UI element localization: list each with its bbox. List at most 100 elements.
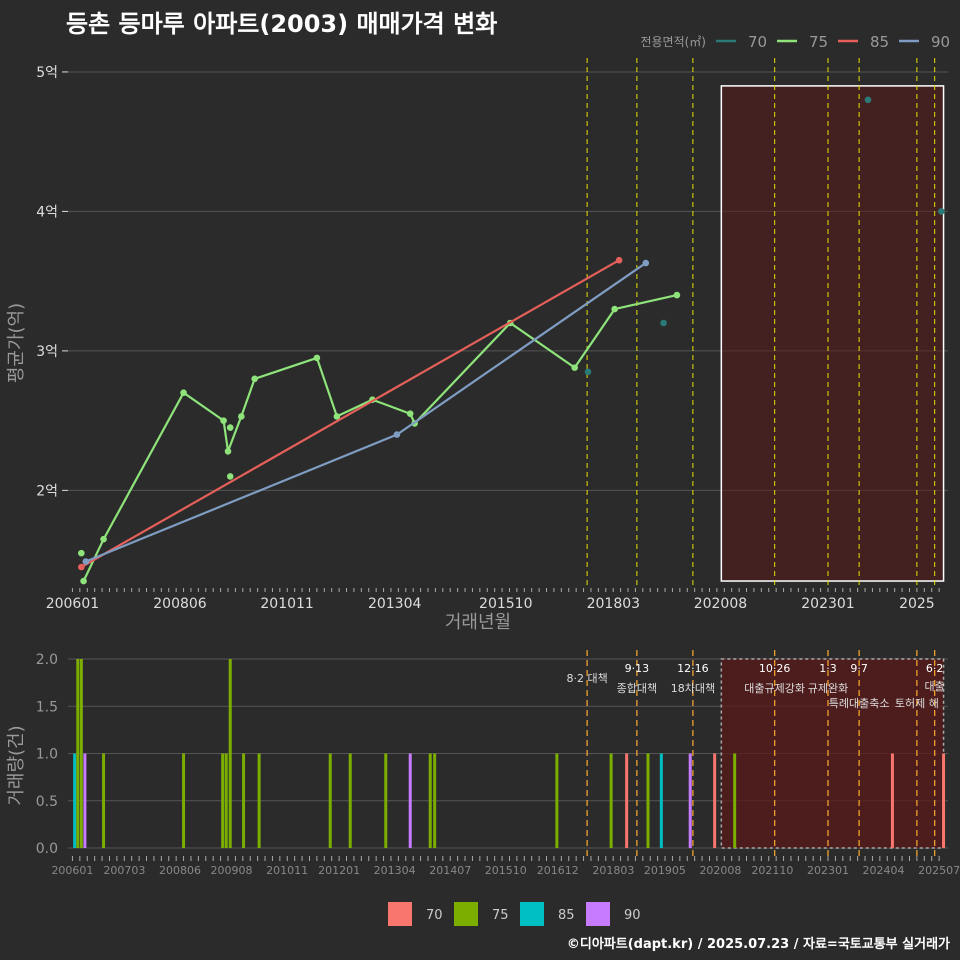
- policy-date: 9·13: [625, 662, 650, 675]
- bar-x-tick-label: 201011: [266, 864, 308, 877]
- volume-bar-75: [224, 753, 228, 848]
- bar-y-tick-label: 0.5: [36, 794, 58, 810]
- legend-label-90: 90: [931, 33, 950, 51]
- legend-label-70: 70: [748, 33, 767, 51]
- data-point-70: [660, 319, 667, 327]
- policy-label: 종합대책: [617, 682, 657, 695]
- volume-bar-75: [221, 753, 225, 848]
- x-tick-label: 201803: [587, 596, 640, 612]
- data-point-70: [584, 368, 592, 376]
- data-point-75: [238, 413, 245, 420]
- bar-x-tick-label: 201905: [644, 864, 686, 877]
- bar-legend-label-70: 70: [426, 908, 443, 923]
- credit-text: ©디아파트(dapt.kr) / 2025.07.23 / 자료=국토교통부 실…: [566, 937, 950, 952]
- volume-bar-75: [609, 753, 613, 848]
- data-point-75: [313, 354, 321, 362]
- volume-bar-90: [408, 753, 412, 848]
- bar-legend-key-85: [520, 902, 544, 926]
- data-point-75: [220, 417, 227, 424]
- bar-legend-label-85: 85: [558, 908, 575, 923]
- bar-legend-label-90: 90: [624, 908, 641, 923]
- data-point-75: [80, 577, 87, 585]
- volume-bar-75: [433, 753, 437, 848]
- policy-date: 10·26: [759, 662, 791, 675]
- policy-date: 6·2: [926, 662, 944, 675]
- volume-bar-75: [328, 753, 332, 848]
- policy-label: 8·2 대책: [566, 672, 607, 685]
- highlight-box: [720, 85, 945, 582]
- volume-bar-70: [890, 753, 894, 848]
- data-point-75: [226, 424, 234, 431]
- data-point-75: [226, 473, 234, 480]
- data-point-85: [78, 563, 85, 571]
- bar-y-tick-label: 2.0: [36, 652, 58, 668]
- volume-bar-75: [428, 753, 432, 848]
- policy-label: 대출: [925, 680, 945, 693]
- bar-x-tick-label: 200908: [211, 864, 253, 877]
- bar-highlight-box: [720, 658, 945, 849]
- data-point-75: [673, 291, 681, 299]
- x-tick-label: 201304: [368, 596, 422, 612]
- volume-bar-75: [242, 753, 246, 848]
- volume-bar-70: [942, 753, 946, 848]
- x-tick-label: 201011: [260, 596, 313, 612]
- bar-x-tick-label: 201803: [592, 864, 634, 877]
- volume-bar-75: [102, 753, 106, 848]
- data-point-75: [100, 535, 107, 543]
- chart-title: 등촌 등마루 아파트(2003) 매매가격 변화: [66, 10, 498, 38]
- bar-x-tick-label: 202404: [863, 864, 905, 877]
- data-point-75: [180, 389, 187, 397]
- data-point-75: [611, 305, 618, 313]
- data-point-90: [393, 431, 401, 438]
- data-point-90: [642, 259, 650, 267]
- policy-label: 특례대출축소: [829, 697, 890, 710]
- y-tick-label: 2억: [36, 483, 58, 499]
- bar-x-tick-label: 202008: [699, 864, 741, 877]
- volume-bar-75: [182, 753, 186, 848]
- data-point-90: [82, 558, 90, 565]
- data-point-70: [938, 208, 945, 215]
- x-tick-label: 200806: [153, 596, 207, 612]
- data-point-75: [406, 410, 414, 417]
- volume-bar-75: [79, 659, 83, 848]
- volume-bar-75: [555, 753, 559, 848]
- data-point-75: [333, 413, 341, 420]
- bar-x-tick-label: 200703: [103, 864, 145, 877]
- y-axis-title: 평균가(억): [6, 303, 27, 383]
- x-tick-label: 201510: [479, 596, 532, 612]
- bar-y-axis-title: 거래량(건): [6, 725, 27, 805]
- legend-label-75: 75: [809, 33, 828, 51]
- bar-y-tick-label: 0.0: [36, 841, 58, 857]
- bar-y-tick-label: 1.0: [36, 747, 58, 763]
- x-tick-label: 202008: [694, 596, 747, 612]
- bar-x-tick-label: 200806: [159, 864, 201, 877]
- bar-legend-key-90: [586, 902, 610, 926]
- x-tick-label: 2025: [899, 596, 935, 612]
- bar-x-tick-label: 202110: [751, 864, 793, 877]
- volume-bar-75: [76, 659, 80, 848]
- data-point-85: [615, 256, 623, 264]
- series-line-75: [82, 294, 678, 582]
- bar-x-tick-label: 201201: [318, 864, 360, 877]
- bar-legend-key-70: [388, 902, 412, 926]
- x-tick-label: 200601: [46, 596, 99, 612]
- legend-label-85: 85: [870, 33, 889, 51]
- volume-bar-75: [228, 659, 232, 848]
- policy-date: 9·7: [850, 662, 868, 675]
- bar-y-tick-label: 1.5: [36, 699, 58, 715]
- policy-label: 대출규제강화: [744, 682, 805, 695]
- bar-x-tick-label: 202507: [918, 864, 960, 877]
- volume-bar-70: [625, 753, 629, 848]
- legend-title: 전용면적(㎡): [640, 35, 706, 49]
- policy-date: 12·16: [677, 662, 709, 675]
- volume-bar-75: [257, 753, 261, 848]
- x-axis-title: 거래년월: [445, 612, 511, 633]
- x-tick-label: 202301: [801, 596, 854, 612]
- y-tick-label: 4억: [36, 204, 58, 220]
- data-point-75: [224, 448, 232, 455]
- bar-x-tick-label: 201304: [374, 864, 416, 877]
- bar-legend-key-75: [454, 902, 478, 926]
- y-tick-label: 5억: [36, 65, 58, 81]
- bar-x-tick-label: 201612: [537, 864, 579, 877]
